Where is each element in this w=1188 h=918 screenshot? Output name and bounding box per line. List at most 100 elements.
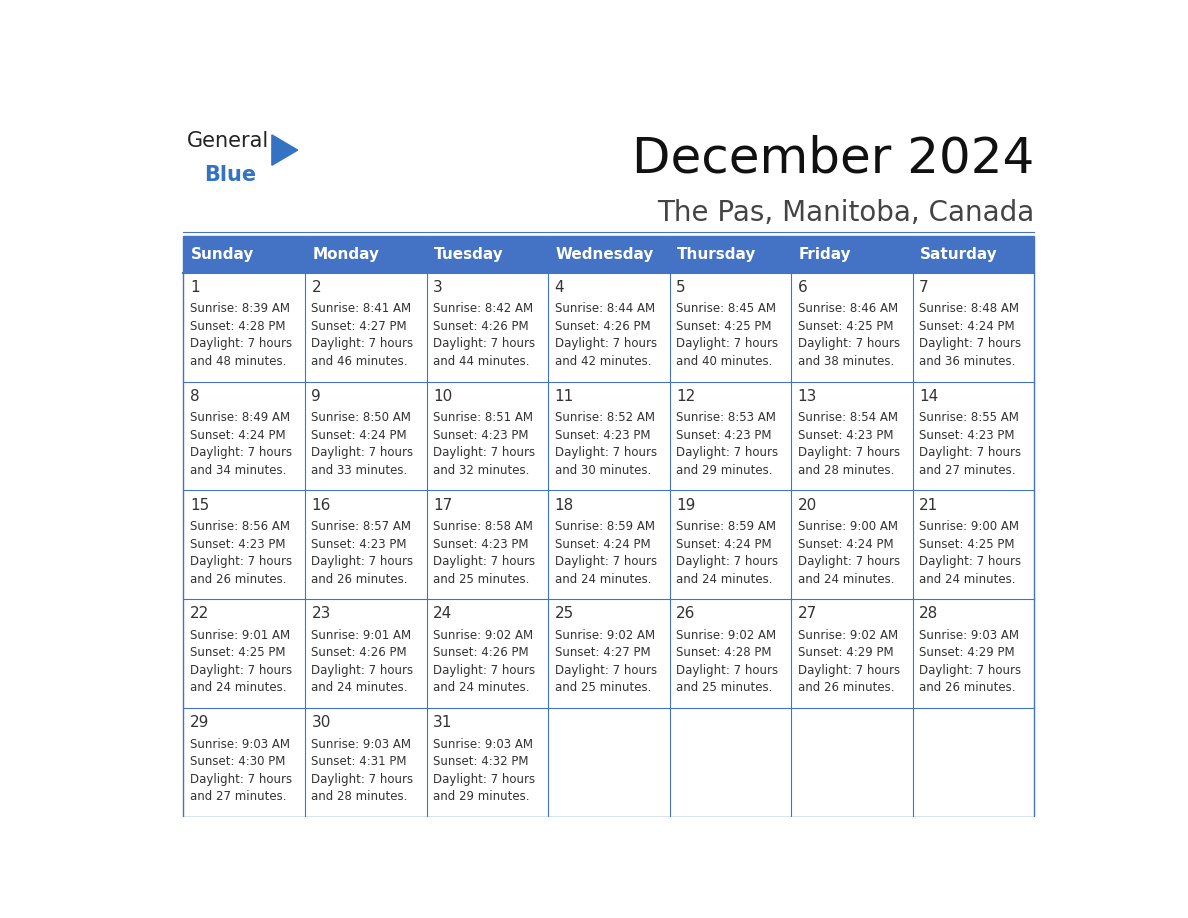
- Bar: [912, 599, 1035, 708]
- Text: Sunrise: 9:00 AM
Sunset: 4:24 PM
Daylight: 7 hours
and 24 minutes.: Sunrise: 9:00 AM Sunset: 4:24 PM Dayligh…: [797, 521, 899, 586]
- Bar: [670, 273, 791, 382]
- Text: Wednesday: Wednesday: [556, 247, 653, 262]
- Text: Tuesday: Tuesday: [434, 247, 504, 262]
- Bar: [426, 382, 548, 490]
- Text: 26: 26: [676, 607, 695, 621]
- Text: 16: 16: [311, 498, 330, 512]
- Bar: [183, 273, 305, 382]
- Text: 18: 18: [555, 498, 574, 512]
- Bar: [305, 599, 426, 708]
- Bar: [305, 273, 426, 382]
- Text: Sunrise: 9:00 AM
Sunset: 4:25 PM
Daylight: 7 hours
and 24 minutes.: Sunrise: 9:00 AM Sunset: 4:25 PM Dayligh…: [920, 521, 1022, 586]
- Text: Sunrise: 9:03 AM
Sunset: 4:30 PM
Daylight: 7 hours
and 27 minutes.: Sunrise: 9:03 AM Sunset: 4:30 PM Dayligh…: [190, 738, 292, 803]
- Text: 12: 12: [676, 388, 695, 404]
- Bar: [912, 382, 1035, 490]
- Text: Sunrise: 8:57 AM
Sunset: 4:23 PM
Daylight: 7 hours
and 26 minutes.: Sunrise: 8:57 AM Sunset: 4:23 PM Dayligh…: [311, 521, 413, 586]
- Text: Thursday: Thursday: [677, 247, 757, 262]
- Text: Sunrise: 8:45 AM
Sunset: 4:25 PM
Daylight: 7 hours
and 40 minutes.: Sunrise: 8:45 AM Sunset: 4:25 PM Dayligh…: [676, 302, 778, 368]
- Text: 1: 1: [190, 280, 200, 295]
- Text: 7: 7: [920, 280, 929, 295]
- Text: The Pas, Manitoba, Canada: The Pas, Manitoba, Canada: [657, 198, 1035, 227]
- Text: Sunrise: 9:03 AM
Sunset: 4:29 PM
Daylight: 7 hours
and 26 minutes.: Sunrise: 9:03 AM Sunset: 4:29 PM Dayligh…: [920, 629, 1022, 695]
- Text: Sunrise: 9:02 AM
Sunset: 4:29 PM
Daylight: 7 hours
and 26 minutes.: Sunrise: 9:02 AM Sunset: 4:29 PM Dayligh…: [797, 629, 899, 695]
- Text: 21: 21: [920, 498, 939, 512]
- Text: 31: 31: [432, 715, 453, 730]
- Text: 13: 13: [797, 388, 817, 404]
- Text: 10: 10: [432, 388, 453, 404]
- Text: Sunrise: 8:54 AM
Sunset: 4:23 PM
Daylight: 7 hours
and 28 minutes.: Sunrise: 8:54 AM Sunset: 4:23 PM Dayligh…: [797, 411, 899, 476]
- Text: 6: 6: [797, 280, 808, 295]
- Text: 14: 14: [920, 388, 939, 404]
- Text: 23: 23: [311, 607, 330, 621]
- Bar: [912, 273, 1035, 382]
- Text: Sunrise: 9:02 AM
Sunset: 4:28 PM
Daylight: 7 hours
and 25 minutes.: Sunrise: 9:02 AM Sunset: 4:28 PM Dayligh…: [676, 629, 778, 695]
- Text: Sunrise: 8:44 AM
Sunset: 4:26 PM
Daylight: 7 hours
and 42 minutes.: Sunrise: 8:44 AM Sunset: 4:26 PM Dayligh…: [555, 302, 657, 368]
- Bar: [183, 236, 1035, 817]
- Text: Sunrise: 8:59 AM
Sunset: 4:24 PM
Daylight: 7 hours
and 24 minutes.: Sunrise: 8:59 AM Sunset: 4:24 PM Dayligh…: [676, 521, 778, 586]
- Bar: [791, 273, 912, 382]
- Bar: [791, 382, 912, 490]
- Bar: [912, 708, 1035, 817]
- Bar: [548, 273, 670, 382]
- Bar: [548, 708, 670, 817]
- Text: 5: 5: [676, 280, 685, 295]
- Bar: [912, 490, 1035, 599]
- Text: 2: 2: [311, 280, 321, 295]
- Bar: [426, 599, 548, 708]
- Text: Sunrise: 8:39 AM
Sunset: 4:28 PM
Daylight: 7 hours
and 48 minutes.: Sunrise: 8:39 AM Sunset: 4:28 PM Dayligh…: [190, 302, 292, 368]
- Bar: [791, 599, 912, 708]
- Text: Sunrise: 8:51 AM
Sunset: 4:23 PM
Daylight: 7 hours
and 32 minutes.: Sunrise: 8:51 AM Sunset: 4:23 PM Dayligh…: [432, 411, 535, 476]
- Text: Sunrise: 8:50 AM
Sunset: 4:24 PM
Daylight: 7 hours
and 33 minutes.: Sunrise: 8:50 AM Sunset: 4:24 PM Dayligh…: [311, 411, 413, 476]
- Text: December 2024: December 2024: [632, 135, 1035, 183]
- Text: 17: 17: [432, 498, 453, 512]
- Polygon shape: [272, 135, 298, 165]
- Bar: [670, 490, 791, 599]
- Text: 15: 15: [190, 498, 209, 512]
- Bar: [548, 490, 670, 599]
- Text: 28: 28: [920, 607, 939, 621]
- Text: Sunrise: 8:48 AM
Sunset: 4:24 PM
Daylight: 7 hours
and 36 minutes.: Sunrise: 8:48 AM Sunset: 4:24 PM Dayligh…: [920, 302, 1022, 368]
- Text: 30: 30: [311, 715, 330, 730]
- Text: 29: 29: [190, 715, 209, 730]
- Text: Saturday: Saturday: [920, 247, 998, 262]
- Text: Sunrise: 9:03 AM
Sunset: 4:31 PM
Daylight: 7 hours
and 28 minutes.: Sunrise: 9:03 AM Sunset: 4:31 PM Dayligh…: [311, 738, 413, 803]
- Text: 4: 4: [555, 280, 564, 295]
- Text: Monday: Monday: [312, 247, 379, 262]
- Text: 11: 11: [555, 388, 574, 404]
- Text: Sunrise: 8:52 AM
Sunset: 4:23 PM
Daylight: 7 hours
and 30 minutes.: Sunrise: 8:52 AM Sunset: 4:23 PM Dayligh…: [555, 411, 657, 476]
- Text: Sunrise: 8:53 AM
Sunset: 4:23 PM
Daylight: 7 hours
and 29 minutes.: Sunrise: 8:53 AM Sunset: 4:23 PM Dayligh…: [676, 411, 778, 476]
- Text: Sunday: Sunday: [191, 247, 254, 262]
- Bar: [548, 599, 670, 708]
- Text: Friday: Friday: [798, 247, 851, 262]
- Bar: [183, 236, 1035, 273]
- Bar: [670, 708, 791, 817]
- Bar: [183, 599, 305, 708]
- Text: Sunrise: 9:02 AM
Sunset: 4:27 PM
Daylight: 7 hours
and 25 minutes.: Sunrise: 9:02 AM Sunset: 4:27 PM Dayligh…: [555, 629, 657, 695]
- Text: Sunrise: 8:41 AM
Sunset: 4:27 PM
Daylight: 7 hours
and 46 minutes.: Sunrise: 8:41 AM Sunset: 4:27 PM Dayligh…: [311, 302, 413, 368]
- Bar: [670, 382, 791, 490]
- Text: Sunrise: 9:01 AM
Sunset: 4:25 PM
Daylight: 7 hours
and 24 minutes.: Sunrise: 9:01 AM Sunset: 4:25 PM Dayligh…: [190, 629, 292, 695]
- Text: 3: 3: [432, 280, 443, 295]
- Bar: [426, 273, 548, 382]
- Text: 19: 19: [676, 498, 695, 512]
- Text: Sunrise: 8:55 AM
Sunset: 4:23 PM
Daylight: 7 hours
and 27 minutes.: Sunrise: 8:55 AM Sunset: 4:23 PM Dayligh…: [920, 411, 1022, 476]
- Text: General: General: [188, 131, 270, 151]
- Text: Sunrise: 9:03 AM
Sunset: 4:32 PM
Daylight: 7 hours
and 29 minutes.: Sunrise: 9:03 AM Sunset: 4:32 PM Dayligh…: [432, 738, 535, 803]
- Text: 22: 22: [190, 607, 209, 621]
- Text: Sunrise: 8:56 AM
Sunset: 4:23 PM
Daylight: 7 hours
and 26 minutes.: Sunrise: 8:56 AM Sunset: 4:23 PM Dayligh…: [190, 521, 292, 586]
- Bar: [183, 382, 305, 490]
- Bar: [426, 490, 548, 599]
- Text: 24: 24: [432, 607, 453, 621]
- Text: Blue: Blue: [204, 165, 255, 185]
- Text: 25: 25: [555, 607, 574, 621]
- Text: Sunrise: 8:59 AM
Sunset: 4:24 PM
Daylight: 7 hours
and 24 minutes.: Sunrise: 8:59 AM Sunset: 4:24 PM Dayligh…: [555, 521, 657, 586]
- Bar: [426, 708, 548, 817]
- Bar: [305, 708, 426, 817]
- Text: 27: 27: [797, 607, 817, 621]
- Bar: [791, 708, 912, 817]
- Bar: [670, 599, 791, 708]
- Bar: [305, 490, 426, 599]
- Text: Sunrise: 9:01 AM
Sunset: 4:26 PM
Daylight: 7 hours
and 24 minutes.: Sunrise: 9:01 AM Sunset: 4:26 PM Dayligh…: [311, 629, 413, 695]
- Text: Sunrise: 8:58 AM
Sunset: 4:23 PM
Daylight: 7 hours
and 25 minutes.: Sunrise: 8:58 AM Sunset: 4:23 PM Dayligh…: [432, 521, 535, 586]
- Text: 9: 9: [311, 388, 321, 404]
